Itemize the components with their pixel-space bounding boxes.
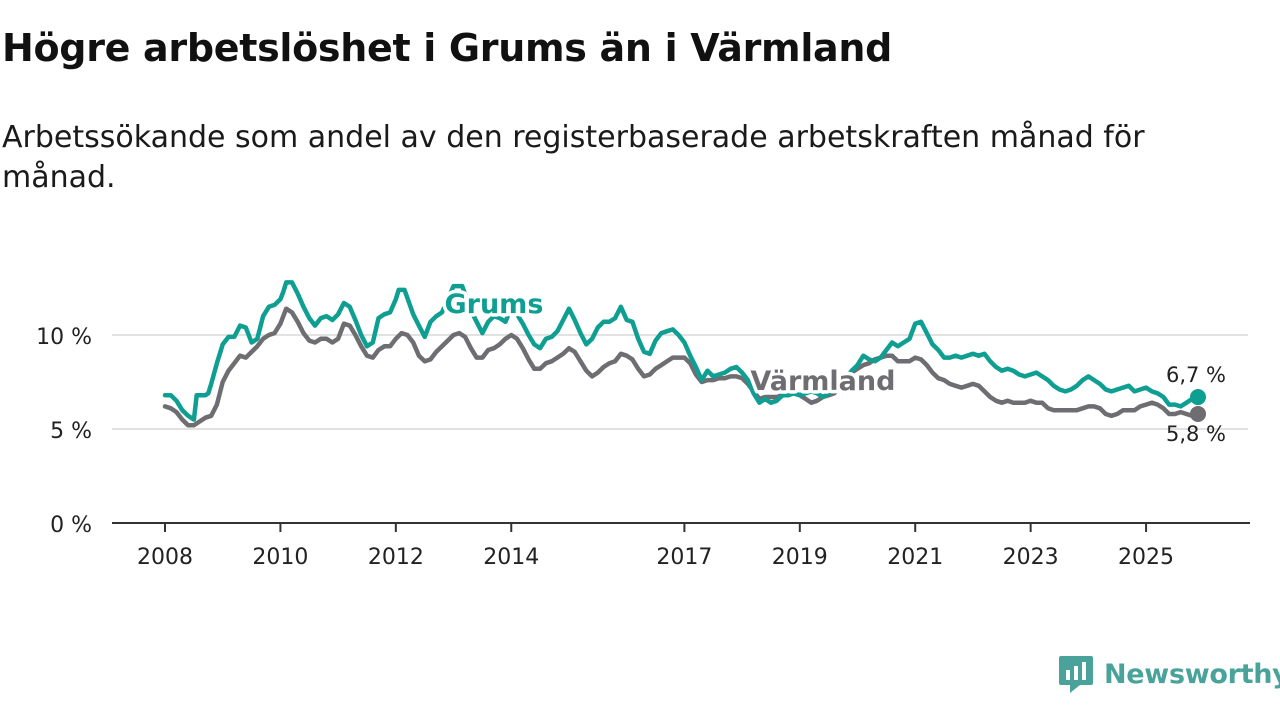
end-point-varmland [1190,405,1206,422]
x-tick-label: 2014 [483,545,539,570]
x-tick-label: 2010 [252,545,308,570]
y-tick-label: 5 % [50,419,92,444]
brand-name: Newsworthy [1104,658,1280,690]
x-tick-label: 2023 [1003,545,1059,570]
series-name-label: Grums [444,289,543,320]
end-value-label-varmland: 5,8 % [1166,422,1226,446]
x-tick-label: 2025 [1118,545,1174,570]
series-line-grums [162,280,1201,422]
end-point-grums [1190,389,1206,406]
x-tick-label: 2017 [656,545,712,570]
newsworthy-logo-icon [1059,656,1093,693]
chart-title: Högre arbetslöshet i Grums än i Värmland [2,26,893,70]
y-tick-label: 10 % [36,325,92,350]
chart-subtitle: Arbetssökande som andel av den registerb… [2,120,1145,195]
end-value-label-grums: 6,7 % [1166,363,1226,387]
x-tick-label: 2008 [137,545,193,570]
series-name-label: Värmland [750,366,895,397]
x-tick-label: 2012 [368,545,424,570]
series-line-varmland [162,306,1201,428]
brand[interactable]: Newsworthy [1058,654,1280,694]
x-tick-label: 2021 [887,545,943,570]
x-tick-label: 2019 [772,545,828,570]
y-tick-label: 0 % [50,513,92,538]
